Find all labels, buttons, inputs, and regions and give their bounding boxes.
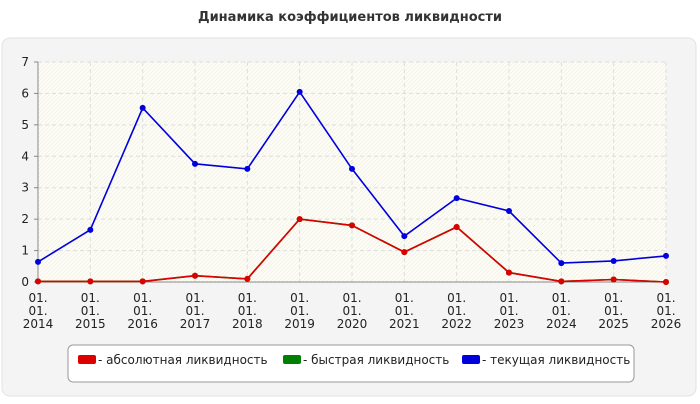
point — [453, 195, 460, 202]
label-line: 01. — [499, 291, 518, 305]
label-line: 01. — [28, 304, 47, 318]
x-tick-label: 01. 01. 2023 — [494, 291, 525, 331]
label-line: 2024 — [546, 317, 577, 331]
label-line: 2015 — [75, 317, 106, 331]
chart-title: Динамика коэффициентов ликвидности — [198, 10, 502, 25]
label-line: 01. — [552, 304, 571, 318]
legend-swatch — [78, 355, 96, 364]
x-tick-label: 01. 01. 2026 — [651, 291, 682, 331]
label-line: 01. — [552, 291, 571, 305]
label-line: 2021 — [389, 317, 420, 331]
label-line: 01. — [81, 291, 100, 305]
point — [401, 249, 408, 256]
label-line: 01. — [133, 291, 152, 305]
point — [349, 165, 355, 172]
point — [139, 104, 146, 111]
point — [401, 233, 408, 240]
label-line: 01. — [656, 291, 675, 305]
label-line: 01. — [447, 291, 466, 305]
y-tick-label: 0 — [21, 275, 29, 289]
point — [192, 160, 198, 167]
label-line: 01. — [447, 304, 466, 318]
x-tick-label: 01. 01. 2019 — [284, 291, 315, 331]
legend-swatch — [462, 355, 480, 364]
y-tick-label: 2 — [21, 212, 29, 226]
label-line: 01. — [185, 291, 204, 305]
label-line: 01. — [656, 304, 675, 318]
point — [192, 272, 198, 279]
x-tick-label: 01. 01. 2020 — [337, 291, 368, 331]
label-line: 2019 — [284, 317, 315, 331]
y-tick-label: 3 — [21, 181, 29, 195]
legend — [67, 344, 635, 383]
y-tick-label: 5 — [21, 118, 29, 132]
x-tick-label: 01. 01. 2016 — [127, 291, 158, 331]
point — [35, 278, 41, 285]
label-line: 01. — [604, 291, 623, 305]
point — [87, 226, 94, 233]
legend-label: - быстрая ликвидность — [303, 353, 449, 367]
point — [349, 222, 355, 229]
point — [558, 278, 565, 285]
label-line: 01. — [395, 304, 414, 318]
y-tick-label: 6 — [21, 86, 29, 100]
legend-label: - текущая ликвидность — [482, 353, 630, 367]
label-line: 2018 — [232, 317, 263, 331]
label-line: 2025 — [598, 317, 629, 331]
point — [453, 224, 460, 230]
point — [663, 279, 669, 285]
label-line: 01. — [28, 291, 47, 305]
point — [506, 269, 512, 276]
label-line: 01. — [604, 304, 623, 318]
x-tick-label: 01. 01. 2018 — [232, 291, 263, 331]
label-line: 01. — [133, 304, 152, 318]
y-tick-label: 7 — [21, 55, 29, 69]
label-line: 01. — [342, 304, 361, 318]
x-tick-label: 01. 01. 2025 — [598, 291, 629, 331]
label-line: 2017 — [180, 317, 211, 331]
label-line: 01. — [499, 304, 518, 318]
label-line: 01. — [395, 291, 414, 305]
x-tick-label: 01. 01. 2022 — [441, 291, 472, 331]
x-tick-label: 01. 01. 2015 — [75, 291, 106, 331]
point — [610, 276, 617, 283]
x-tick-label: 01. 01. 2021 — [389, 291, 420, 331]
y-tick-label: 4 — [21, 149, 29, 163]
label-line: 01. — [290, 304, 309, 318]
label-line: 2014 — [23, 317, 54, 331]
y-tick-label: 1 — [21, 244, 29, 258]
point — [558, 260, 565, 267]
point — [610, 257, 617, 264]
label-line: 2026 — [651, 317, 682, 331]
legend-label: - абсолютная ликвидность — [98, 353, 268, 367]
point — [244, 275, 251, 282]
label-line: 2023 — [494, 317, 525, 331]
x-tick-label: 01. 01. 2017 — [180, 291, 211, 331]
label-line: 2016 — [127, 317, 158, 331]
label-line: 2022 — [441, 317, 472, 331]
point — [139, 278, 146, 285]
point — [506, 207, 512, 214]
point — [296, 216, 303, 223]
label-line: 01. — [290, 291, 309, 305]
plot-area — [38, 62, 666, 282]
point — [296, 88, 303, 95]
label-line: 01. — [81, 304, 100, 318]
x-tick-label: 01. 01. 2024 — [546, 291, 577, 331]
point — [87, 278, 94, 285]
label-line: 01. — [238, 291, 257, 305]
label-line: 01. — [185, 304, 204, 318]
point — [244, 165, 251, 172]
point — [663, 252, 669, 259]
legend-swatch — [283, 355, 301, 364]
x-tick-label: 01. 01. 2014 — [23, 291, 54, 331]
point — [35, 258, 41, 265]
label-line: 01. — [238, 304, 257, 318]
label-line: 2020 — [337, 317, 368, 331]
label-line: 01. — [342, 291, 361, 305]
